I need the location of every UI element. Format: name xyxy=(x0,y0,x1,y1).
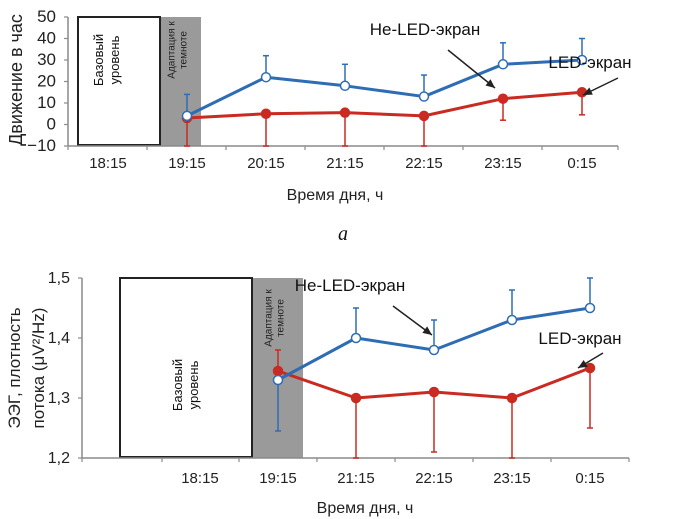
arrow-head-icon xyxy=(422,326,432,335)
led-point xyxy=(576,87,588,98)
led-point xyxy=(584,362,596,374)
x-tick-label: 21:15 xyxy=(337,470,375,487)
x-tick-label: 0:15 xyxy=(567,155,596,172)
y-tick-label: 10 xyxy=(37,93,56,112)
y-tick-label: −10 xyxy=(27,136,56,155)
non-led-point xyxy=(181,110,193,122)
y-tick-label: 1,3 xyxy=(48,390,70,407)
y-axis-title: ЭЭГ, плотность xyxy=(5,307,24,428)
non-led-point xyxy=(497,59,509,70)
y-axis-title: Движение в час xyxy=(6,14,26,146)
y-tick-label: 0 xyxy=(47,115,56,134)
figure-caption: а xyxy=(338,223,348,245)
baseline-label: Базовый xyxy=(91,34,106,86)
non-led-point xyxy=(576,54,588,66)
x-tick-label: 19:15 xyxy=(259,470,297,487)
adaptation-label: темноте xyxy=(276,299,287,337)
x-tick-label: 19:15 xyxy=(168,155,206,172)
led-point xyxy=(418,110,430,122)
led-point xyxy=(339,107,351,118)
y-tick-label: 40 xyxy=(37,29,56,48)
led-point xyxy=(350,392,362,404)
x-tick-label: 22:15 xyxy=(415,470,453,487)
x-tick-label: 23:15 xyxy=(493,470,531,487)
x-axis-title: Время дня, ч xyxy=(287,187,384,204)
x-axis-title: Время дня, ч xyxy=(317,500,414,517)
annotation-arrow xyxy=(447,49,496,89)
x-tick-label: 21:15 xyxy=(326,155,364,172)
adaptation-region xyxy=(160,17,201,146)
adaptation-label: темноте xyxy=(179,31,190,69)
baseline-label: уровень xyxy=(186,360,201,409)
led-point xyxy=(506,392,518,404)
arrow-head-icon xyxy=(578,359,588,368)
y-tick-label: 1,5 xyxy=(48,270,70,287)
arrow-head-icon xyxy=(485,79,495,88)
baseline-region xyxy=(119,277,253,458)
y-tick-label: 1,2 xyxy=(48,450,70,467)
adaptation-label: Адаптация к xyxy=(167,21,178,79)
non-led-point xyxy=(350,332,362,344)
y-tick-label: 30 xyxy=(37,50,56,69)
x-tick-label: 20:15 xyxy=(247,155,285,172)
x-tick-label: 18:15 xyxy=(89,155,127,172)
y-axis-title: потока (μV²/Hz) xyxy=(29,308,48,429)
baseline-region xyxy=(77,16,161,146)
led-line xyxy=(186,90,583,120)
led-annotation: LED-экран xyxy=(548,53,631,72)
led-point xyxy=(272,365,284,377)
adaptation-label: Адаптация к xyxy=(264,289,275,347)
non-led-point xyxy=(339,80,351,92)
non-led-point xyxy=(506,314,518,326)
x-tick-label: 23:15 xyxy=(484,155,522,172)
non-led-line xyxy=(186,58,583,118)
eeg-chart: Базовый уровень Адаптация к темноте 1,2 1,3 1,… xyxy=(5,270,630,517)
non-led-point xyxy=(260,71,272,83)
led-annotation: LED-экран xyxy=(538,329,621,348)
x-tick-label: 22:15 xyxy=(405,155,443,172)
non-led-point xyxy=(584,302,596,314)
x-tick-label: 18:15 xyxy=(181,470,219,487)
non-led-point xyxy=(418,91,430,102)
y-tick-label: 20 xyxy=(37,72,56,91)
non-led-annotation: Не-LED-экран xyxy=(370,20,481,39)
led-point xyxy=(428,386,440,398)
x-tick-label: 0:15 xyxy=(575,470,604,487)
non-led-point xyxy=(272,374,284,386)
movement-chart: Базовый уровень Адаптация к темноте −10 0 10 20… xyxy=(6,7,632,204)
led-point xyxy=(260,108,272,119)
y-tick-label: 50 xyxy=(37,7,56,26)
led-point xyxy=(497,93,509,104)
non-led-annotation: Не-LED-экран xyxy=(295,276,406,295)
arrow-head-icon xyxy=(583,87,593,95)
baseline-label: уровень xyxy=(107,35,122,84)
non-led-point xyxy=(428,344,440,356)
y-tick-label: 1,4 xyxy=(48,330,70,347)
baseline-label: Базовый xyxy=(170,359,185,411)
